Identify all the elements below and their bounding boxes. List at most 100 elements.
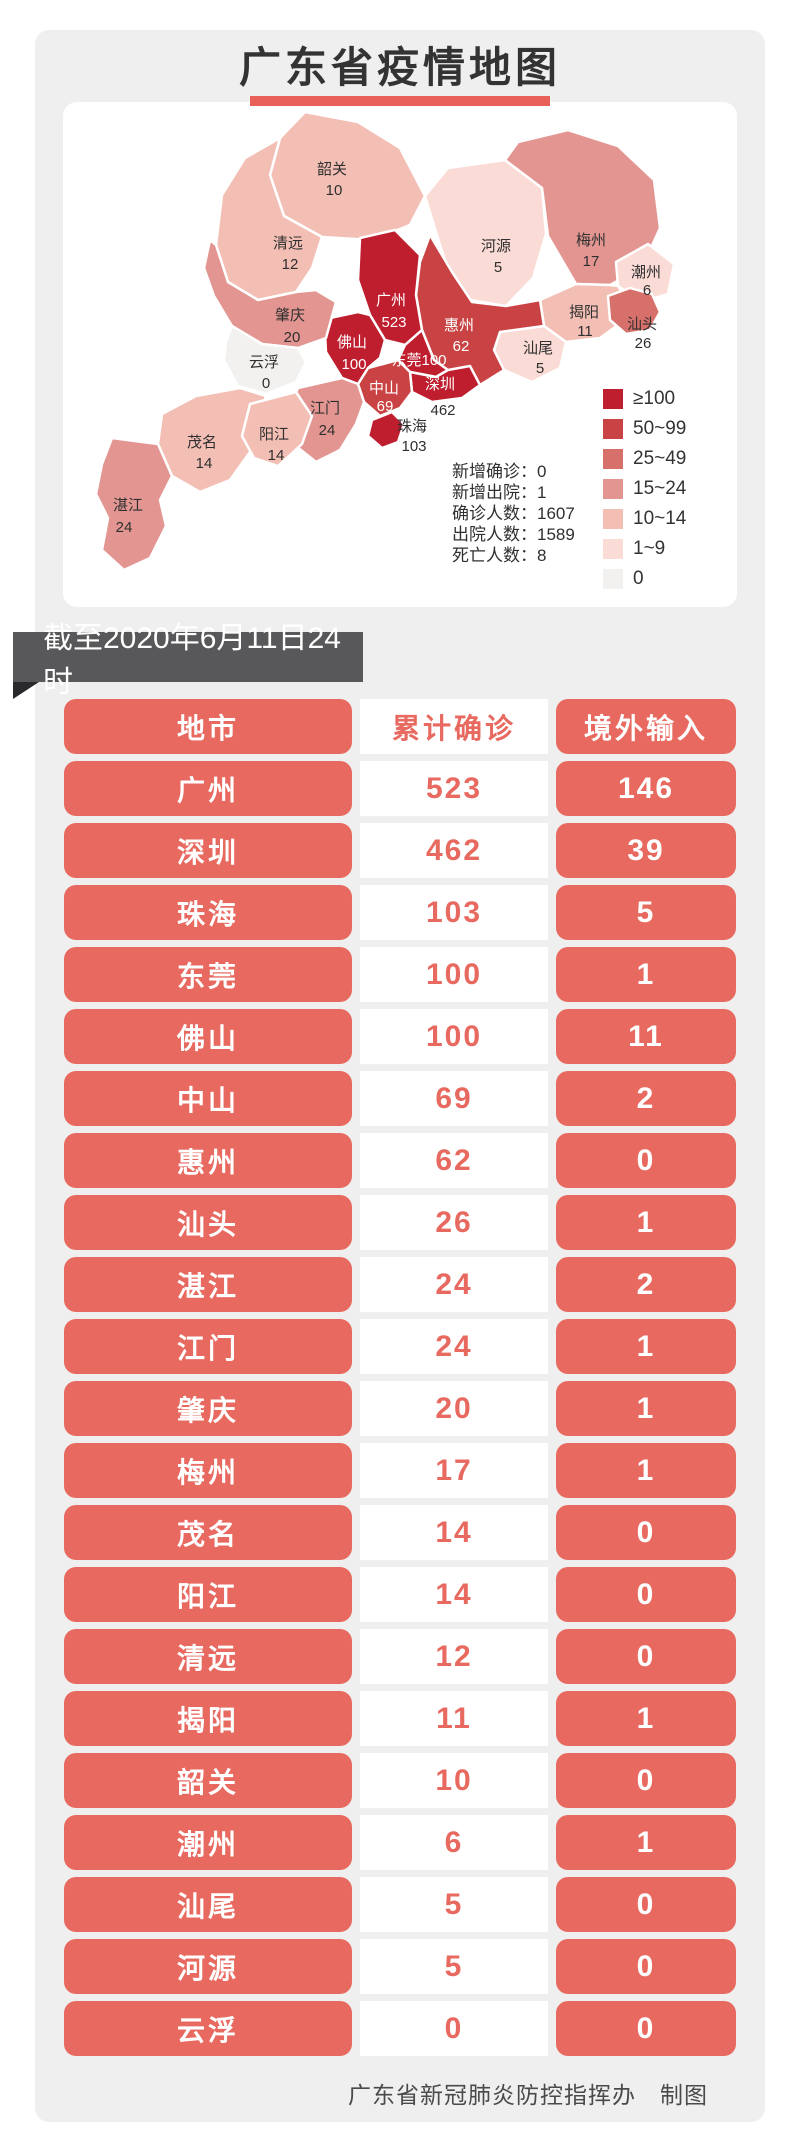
table-row: 潮州 6 1 [64,1815,736,1870]
svg-text:佛山: 佛山 [337,334,367,351]
svg-text:0: 0 [262,375,270,392]
table-row: 汕头 26 1 [64,1195,736,1250]
region-zhanjiang [94,436,174,572]
confirmed-cell: 12 [360,1629,548,1684]
city-cell: 梅州 [64,1443,352,1498]
table-row: 梅州 17 1 [64,1443,736,1498]
svg-text:14: 14 [268,447,285,464]
region-foshan [323,310,387,386]
legend-swatch [603,539,623,559]
legend-label: 50~99 [633,418,687,439]
svg-text:10: 10 [326,182,343,199]
map-labels: 韶关 10 清远 12 河源 5 梅州 17 潮州 6 揭阳 11 汕头 26 … [113,161,661,536]
date-banner: 截至2020年6月11日24时 [13,622,363,699]
title-underline [250,96,550,106]
confirmed-cell: 14 [360,1505,548,1560]
svg-text:24: 24 [116,519,133,536]
legend-swatch [603,419,623,439]
city-cell: 惠州 [64,1133,352,1188]
table-header-row: 地市 累计确诊 境外输入 [64,699,736,754]
legend-swatch [603,479,623,499]
table-row: 广州 523 146 [64,761,736,816]
confirmed-cell: 462 [360,823,548,878]
legend-swatch [603,569,623,589]
svg-text:东莞100: 东莞100 [391,352,446,369]
svg-text:阳江: 阳江 [259,426,289,443]
region-shenzhen [408,364,482,404]
imported-cell: 0 [556,1629,736,1684]
confirmed-cell: 24 [360,1319,548,1374]
svg-text:103: 103 [401,438,426,455]
confirmed-cell: 11 [360,1691,548,1746]
region-yunfu [222,324,308,396]
region-yangjiang [240,390,314,468]
stat-line: 确诊人数：1607 [452,504,575,523]
city-cell: 揭阳 [64,1691,352,1746]
imported-cell: 0 [556,1567,736,1622]
confirmed-cell: 24 [360,1257,548,1312]
city-cell: 中山 [64,1071,352,1126]
svg-text:韶关: 韶关 [317,161,347,178]
imported-cell: 0 [556,2001,736,2056]
date-banner-text: 截至2020年6月11日24时 [43,622,341,699]
confirmed-cell: 5 [360,1939,548,1994]
legend-label: ≥100 [633,388,676,409]
svg-text:潮州: 潮州 [631,264,661,281]
table-row: 东莞 100 1 [64,947,736,1002]
svg-text:揭阳: 揭阳 [569,304,599,321]
svg-text:17: 17 [583,253,600,270]
stat-line: 出院人数：1589 [452,525,575,544]
legend-swatch [603,509,623,529]
svg-text:62: 62 [453,338,470,355]
legend-label: 25~49 [633,448,687,469]
city-cell: 韶关 [64,1753,352,1808]
city-cell: 云浮 [64,2001,352,2056]
table-row: 茂名 14 0 [64,1505,736,1560]
imported-cell: 0 [556,1753,736,1808]
svg-text:69: 69 [377,398,394,415]
legend-row: 1~9 [603,538,686,559]
banner-fold-corner [13,682,39,699]
svg-text:12: 12 [282,256,299,273]
city-cell: 汕尾 [64,1877,352,1932]
legend-row: 25~49 [603,448,687,469]
svg-text:6: 6 [643,282,651,299]
table-body: 广州 523 146 深圳 462 39 珠海 103 5 东莞 [64,761,736,2056]
confirmed-cell: 100 [360,947,548,1002]
svg-text:523: 523 [381,314,406,331]
legend-swatch [603,449,623,469]
city-cell: 汕头 [64,1195,352,1250]
summary-stats: 新增确诊：0 新增出院：1 确诊人数：1607 出院人数：1589 死亡人数：8 [452,461,575,566]
map-legend: ≥100 50~99 25~49 15~24 10~14 [603,388,687,599]
table-row: 中山 69 2 [64,1071,736,1126]
city-table: 地市 累计确诊 境外输入 广州 523 146 深圳 462 39 珠海 [64,699,736,2063]
svg-text:11: 11 [577,323,593,340]
confirmed-cell: 5 [360,1877,548,1932]
svg-text:100: 100 [341,356,366,373]
table-row: 阳江 14 0 [64,1567,736,1622]
city-cell: 深圳 [64,823,352,878]
confirmed-cell: 103 [360,885,548,940]
confirmed-cell: 100 [360,1009,548,1064]
legend-row: 50~99 [603,418,687,439]
table-row: 汕尾 5 0 [64,1877,736,1932]
table-row: 江门 24 1 [64,1319,736,1374]
city-cell: 珠海 [64,885,352,940]
header-city: 地市 [64,699,352,754]
table-row: 揭阳 11 1 [64,1691,736,1746]
city-cell: 河源 [64,1939,352,1994]
imported-cell: 1 [556,1381,736,1436]
svg-text:清远: 清远 [273,235,303,252]
credit-footer: 广东省新冠肺炎防控指挥办 制图 [348,2082,708,2108]
imported-cell: 2 [556,1257,736,1312]
svg-text:5: 5 [494,259,502,276]
legend-row: 10~14 [603,508,686,529]
stat-line: 新增出院：1 [452,483,547,502]
svg-text:广州: 广州 [376,292,406,309]
guangdong-map: 韶关 10 清远 12 河源 5 梅州 17 潮州 6 揭阳 11 汕头 26 … [94,110,676,572]
table-row: 河源 5 0 [64,1939,736,1994]
page-title: 广东省疫情地图 [238,44,561,91]
imported-cell: 146 [556,761,736,816]
imported-cell: 0 [556,1505,736,1560]
